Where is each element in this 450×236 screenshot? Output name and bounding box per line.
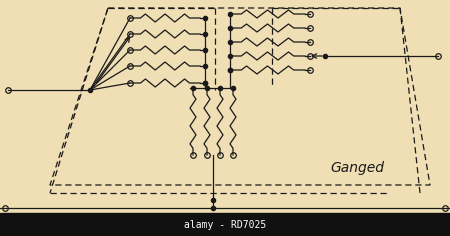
Bar <box>0 213 450 236</box>
Text: alamy - RD7025: alamy - RD7025 <box>184 219 266 229</box>
Text: Ganged: Ganged <box>330 161 384 175</box>
